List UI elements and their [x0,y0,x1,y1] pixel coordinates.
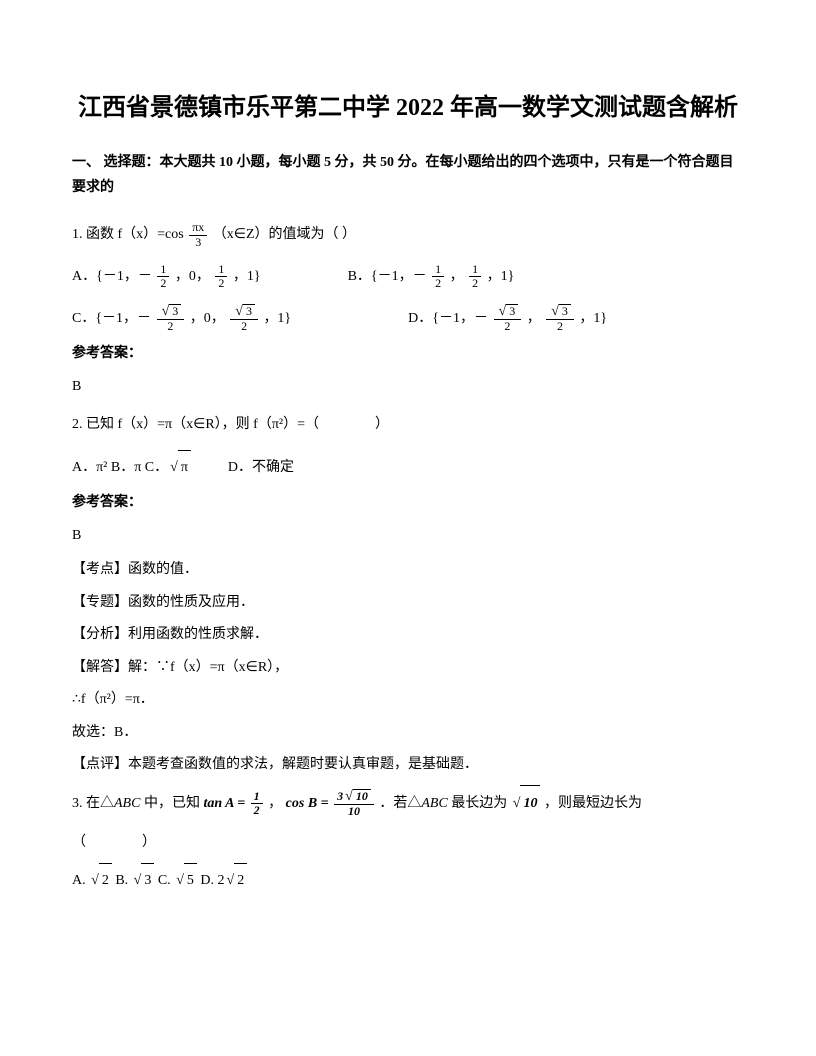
q1-optC: C．{－1，－ 32 ，0， 32 ，1} [72,311,295,326]
q2-answer: B [72,525,744,547]
q1-optB: B．{－1，－ 12 ， 12 ，1} [348,269,515,284]
q2-optC: C．π [145,460,195,475]
q3-stem: 3. 在△ABC 中，已知 tan A = 12 ， cos B = 310 1… [72,785,744,822]
page-title: 江西省景德镇市乐平第二中学 2022 年高一数学文测试题含解析 [72,90,744,126]
q2-options: A．π² B．π C．π D．不确定 [72,450,744,485]
q3-optB: B. 3 [115,873,154,888]
q1-answer: B [72,376,744,398]
q2-e3: 【分析】利用函数的性质求解． [72,622,744,649]
q2-e2: 【专题】函数的性质及应用． [72,590,744,617]
q1-stem-b: （x∈Z）的值域为（ ） [213,227,356,242]
q2-e1: 【考点】函数的值． [72,557,744,584]
q2-e5: ∴f（π²）=π． [72,687,744,714]
q1-options-row1: A．{－1，－ 12 ，0， 12 ，1} B．{－1，－ 12 ， 12 ，1… [72,260,744,294]
q3-optA: A. 2 [72,873,112,888]
q3-options: A. 2 B. 3 C. 5 D. 22 [72,863,744,898]
q2-answer-label: 参考答案： [72,492,744,514]
q1-stem: 1. 函数 f（x）=cos πx 3 （x∈Z）的值域为（ ） [72,218,744,252]
q1-optD: D．{－1，－ 32 ， 32 ，1} [408,311,607,326]
section-header: 一、 选择题：本大题共 10 小题，每小题 5 分，共 50 分。在每小题给出的… [72,150,744,200]
q2-e6: 故选：B． [72,720,744,747]
q1-stem-a: 1. 函数 f（x）=cos [72,227,187,242]
q3-paren: （ ） [72,830,744,857]
q2-e4: 【解答】解：∵f（x）=π（x∈R）， [72,655,744,682]
q1-optA: A．{－1，－ 12 ，0， 12 ，1} [72,269,264,284]
q2-stem: 2. 已知 f（x）=π（x∈R），则 f（π²）=（ ） [72,408,744,442]
q3-optC: C. 5 [158,873,197,888]
q3-optD: D. 22 [200,873,247,888]
q2-optA: A．π² [72,460,107,475]
q1-frac: πx 3 [189,221,207,248]
q2-e7: 【点评】本题考查函数值的求法，解题时要认真审题，是基础题． [72,752,744,779]
q1-options-row2: C．{－1，－ 32 ，0， 32 ，1} D．{－1，－ 32 ， 32 ，1… [72,302,744,336]
q2-optB: B．π [111,460,141,475]
q1-answer-label: 参考答案： [72,343,744,365]
q2-optD: D．不确定 [228,460,294,475]
